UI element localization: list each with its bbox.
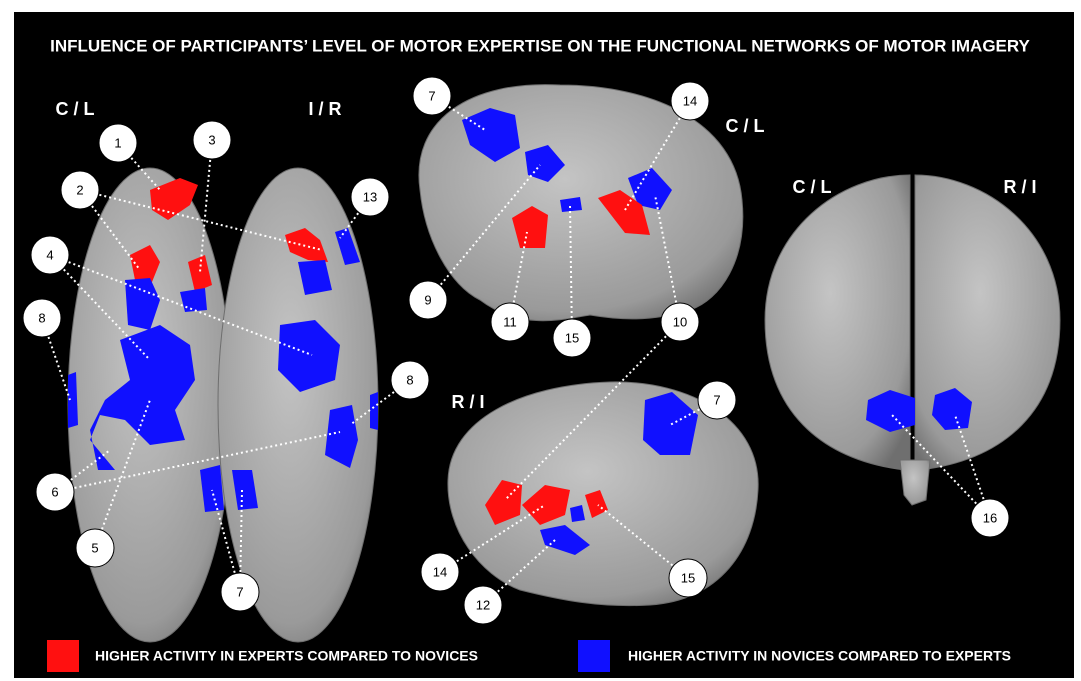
callout: 6 [36,473,74,511]
callout: 9 [409,281,447,319]
callout-number: 9 [424,292,431,307]
callout-number: 5 [91,540,98,555]
callout: 14 [421,553,459,591]
callout-number: 15 [565,330,579,345]
callout-number: 7 [713,392,720,407]
callout: 13 [351,178,389,216]
callout-number: 10 [673,314,687,329]
callout: 14 [671,82,709,120]
callout: 12 [464,586,502,624]
orientation-label: C / L [56,99,95,119]
legend-swatch [47,640,79,672]
callout-number: 8 [38,310,45,325]
callout: 7 [698,381,736,419]
callout-number: 14 [683,93,697,108]
callout-number: 2 [76,182,83,197]
callout: 1 [99,124,137,162]
callout-number: 12 [476,597,490,612]
callout-number: 7 [236,584,243,599]
callout-number: 8 [406,372,413,387]
callout: 2 [61,171,99,209]
callout: 8 [391,361,429,399]
orientation-label: R / I [451,392,484,412]
legend-swatch [578,640,610,672]
callout-number: 4 [46,247,53,262]
callout: 4 [31,236,69,274]
callout: 7 [413,77,451,115]
callout: 7 [221,573,259,611]
legend-label: HIGHER ACTIVITY IN NOVICES COMPARED TO E… [628,648,1011,664]
callout-number: 6 [51,484,58,499]
callout-number: 14 [433,564,447,579]
callout: 11 [491,303,529,341]
callout-number: 3 [208,132,215,147]
callout-number: 16 [983,510,997,525]
legend-label: HIGHER ACTIVITY IN EXPERTS COMPARED TO N… [95,648,478,664]
activation-blob [370,392,378,430]
callout: 15 [669,559,707,597]
callout: 8 [23,299,61,337]
orientation-label: C / L [793,177,832,197]
callout: 5 [76,529,114,567]
orientation-label: I / R [308,99,341,119]
callout-number: 11 [503,314,517,329]
orientation-label: R / I [1003,177,1036,197]
figure: INFLUENCE OF PARTICIPANTS’ LEVEL OF MOTO… [0,0,1081,681]
callout: 10 [661,303,699,341]
callout: 3 [193,121,231,159]
callout: 15 [553,319,591,357]
callout-number: 13 [363,189,377,204]
orientation-label: C / L [726,116,765,136]
title: INFLUENCE OF PARTICIPANTS’ LEVEL OF MOTO… [50,36,1030,55]
callout-number: 7 [428,88,435,103]
callout-number: 15 [681,570,695,585]
callout-number: 1 [114,135,121,150]
callout: 16 [971,499,1009,537]
